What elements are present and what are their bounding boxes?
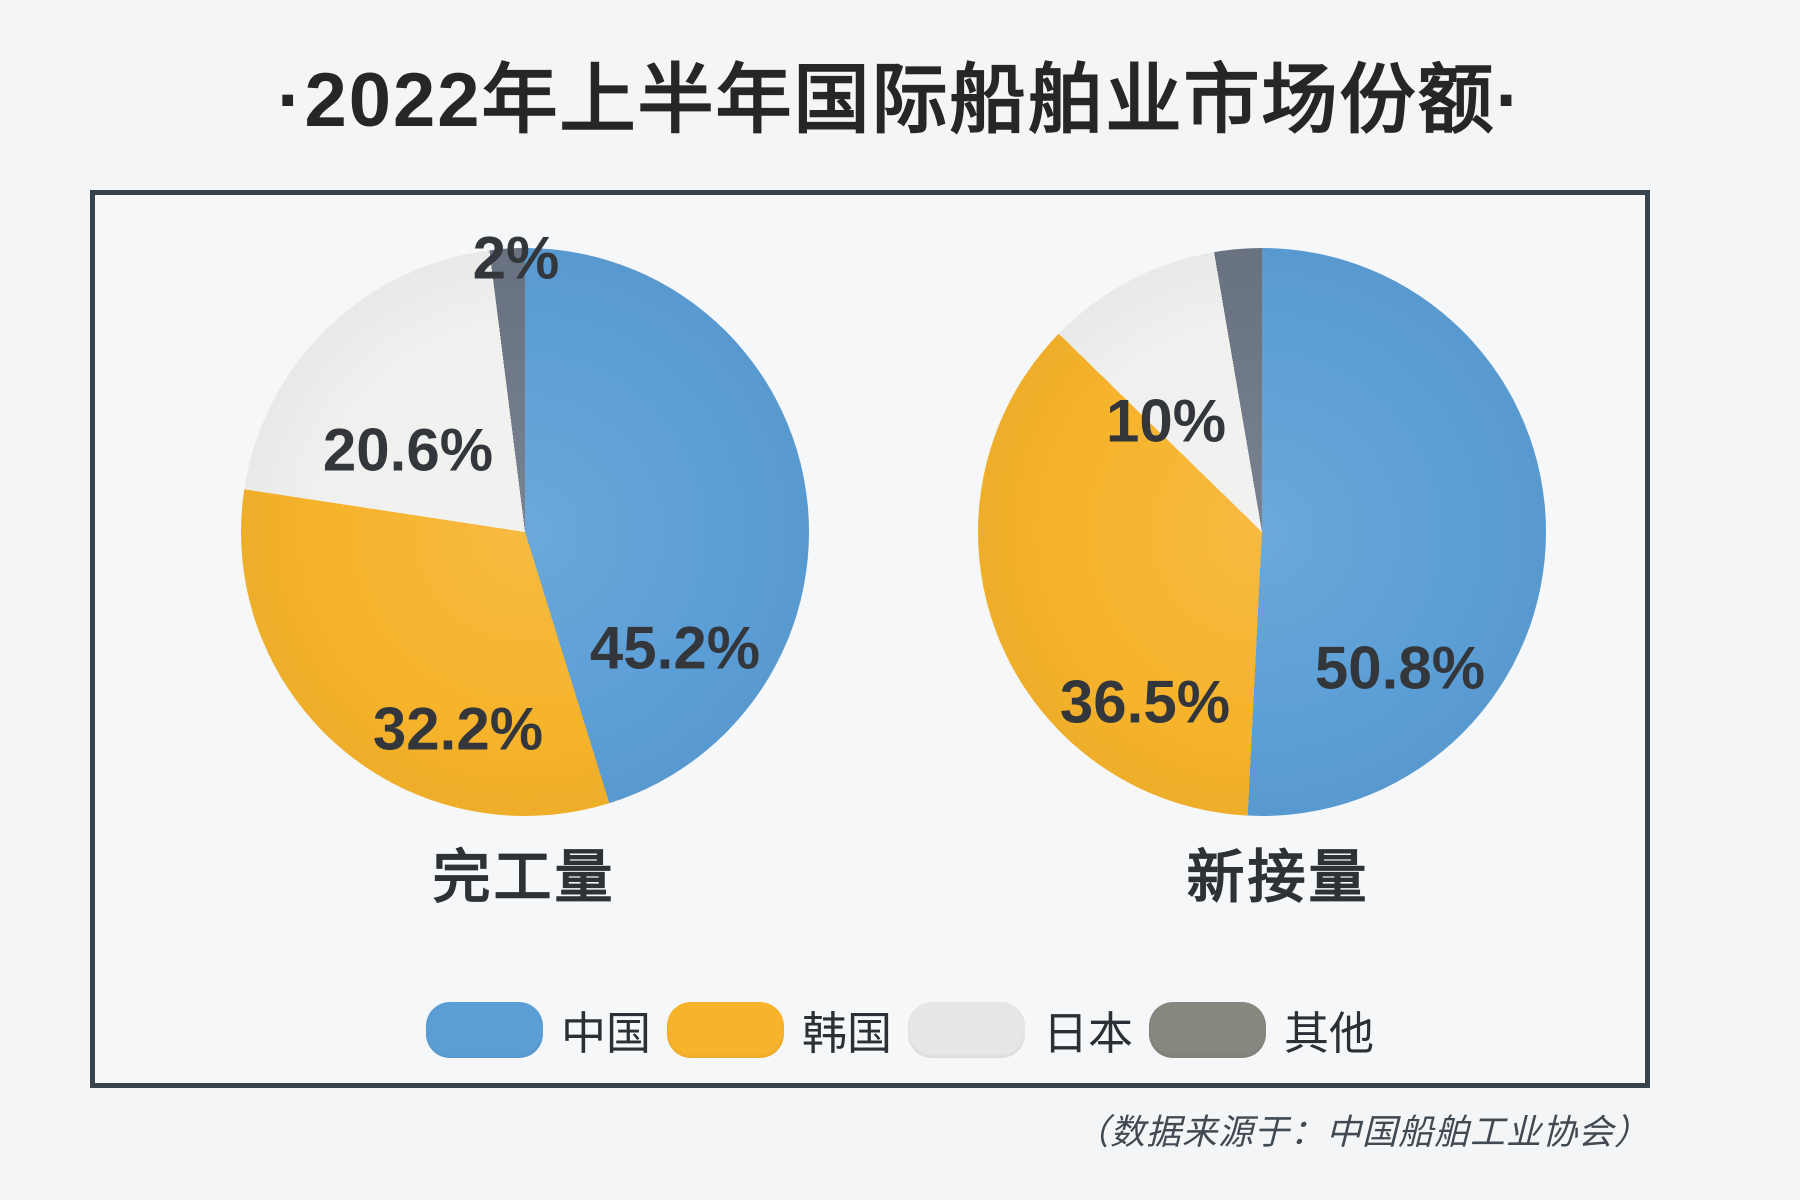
slice-label-china: 50.8% (1314, 634, 1486, 702)
legend-item-other: 其他 (1149, 997, 1374, 1062)
legend-item-japan: 日本 (908, 997, 1133, 1062)
legend-label-korea: 韩国 (801, 1008, 892, 1059)
legend-label-other: 其他 (1284, 1008, 1375, 1059)
slice-label-japan: 20.6% (322, 416, 494, 484)
legend-item-korea: 韩国 (666, 997, 892, 1062)
legend: 中国 韩国 日本 其他 (425, 997, 1374, 1062)
legend-swatch-korea (666, 1001, 784, 1058)
slice-label-japan: 10% (1105, 387, 1227, 455)
legend-label-china: 中国 (560, 1008, 651, 1059)
legend-swatch-china (425, 1001, 543, 1058)
legend-item-china: 中国 (425, 997, 651, 1062)
pie-chart-new-orders (978, 248, 1546, 816)
pie-title-new-orders: 新接量 (1186, 845, 1370, 910)
pie-chart-completions (241, 248, 809, 816)
legend-label-japan: 日本 (1043, 1008, 1134, 1059)
legend-swatch-other (1149, 1001, 1267, 1058)
slice-label-korea: 36.5% (1059, 668, 1231, 736)
slice-label-korea: 32.2% (372, 695, 544, 763)
slice-label-other: 2% (472, 224, 560, 292)
data-source-note: （数据来源于：中国船舶工业协会） (1073, 1113, 1650, 1152)
slice-label-china: 45.2% (589, 614, 761, 682)
pie-title-completions: 完工量 (432, 845, 616, 910)
legend-swatch-japan (908, 1001, 1025, 1058)
page-title: ·2022年上半年国际船舶业市场份额· (277, 58, 1523, 143)
